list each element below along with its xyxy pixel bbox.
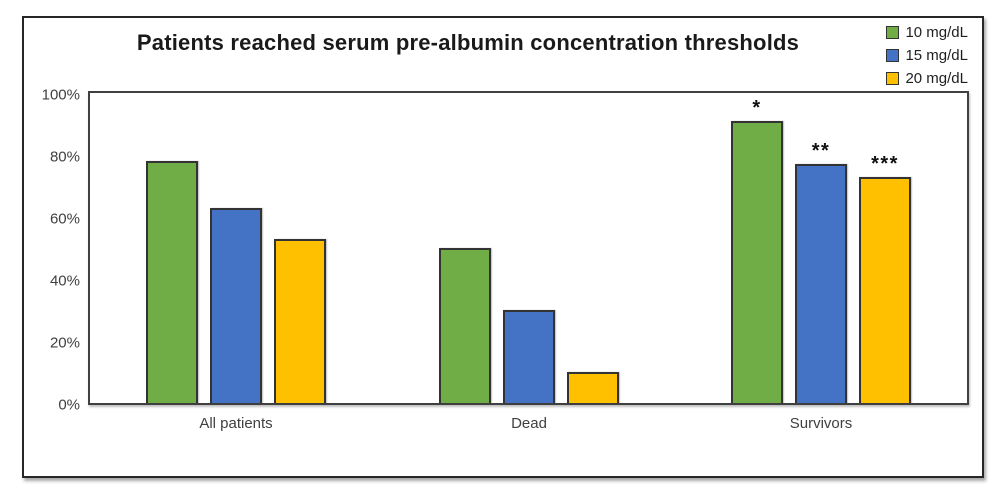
legend-label: 10 mg/dL: [905, 24, 968, 41]
y-tick-label: 0%: [58, 396, 80, 414]
legend-item-10-mg-dl: 10 mg/dL: [886, 22, 968, 43]
significance-asterisk-survivors-10-mg-dl: *: [752, 97, 762, 119]
legend-label: 20 mg/dL: [905, 70, 968, 87]
legend-swatch-icon: [886, 72, 900, 85]
x-category-label-dead: Dead: [511, 415, 547, 432]
y-tick-label: 20%: [49, 334, 80, 352]
bar-all-patients-20-mg-dl: [274, 239, 326, 403]
y-tick-label: 100%: [41, 86, 80, 104]
y-tick-label: 80%: [49, 148, 80, 166]
bar-survivors-15-mg-dl: [795, 164, 847, 403]
chart-figure: Patients reached serum pre-albumin conce…: [22, 16, 984, 478]
bar-survivors-10-mg-dl: [731, 121, 783, 403]
significance-asterisk-survivors-20-mg-dl: ***: [871, 153, 899, 175]
bar-dead-20-mg-dl: [567, 372, 619, 403]
significance-asterisk-survivors-15-mg-dl: **: [811, 140, 831, 162]
chart-title: Patients reached serum pre-albumin conce…: [136, 30, 800, 55]
legend: 10 mg/dL 15 mg/dL 20 mg/dL: [886, 22, 968, 89]
y-tick-label: 60%: [49, 210, 80, 228]
legend-item-20-mg-dl: 20 mg/dL: [886, 68, 968, 89]
bar-all-patients-10-mg-dl: [146, 161, 198, 403]
bar-dead-10-mg-dl: [439, 248, 491, 403]
x-category-label-survivors: Survivors: [789, 415, 853, 432]
bar-all-patients-15-mg-dl: [210, 208, 262, 403]
bar-survivors-20-mg-dl: [859, 177, 911, 403]
legend-swatch-icon: [886, 26, 900, 39]
plot-area: All patients Dead * ** *** Survivors: [88, 91, 969, 432]
legend-item-15-mg-dl: 15 mg/dL: [886, 45, 968, 66]
legend-label: 15 mg/dL: [905, 47, 968, 64]
y-tick-label: 40%: [49, 272, 80, 290]
bar-dead-15-mg-dl: [503, 310, 555, 403]
legend-swatch-icon: [886, 49, 900, 62]
x-category-label-all-patients: All patients: [199, 415, 273, 432]
